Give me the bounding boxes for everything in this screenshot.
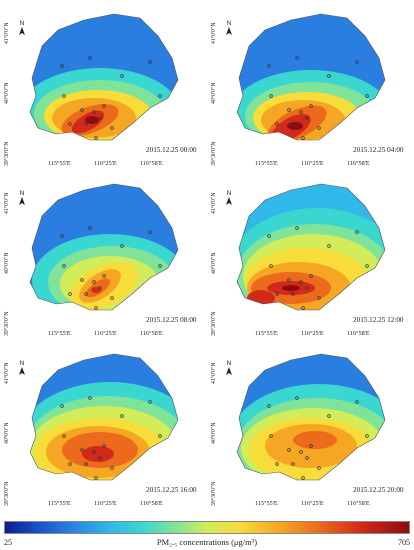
lon-label-2: 116°25'E — [301, 160, 324, 167]
lon-label-1: 115°55'E — [255, 330, 278, 337]
lat-label-bottom: 39°30'0"N — [4, 311, 10, 336]
beijing-pm25-map — [29, 13, 179, 141]
map-panel-0800: N 41°0'0"N 40°0'0"N 39°30'0"N 115°55'E 1… — [0, 170, 207, 340]
timestamp: 2015.12.25 12:00 — [353, 316, 404, 324]
map-panel-2000: N 41°0'0"N 40°0'0"N 39°30'0"N 115°55'E 1… — [207, 340, 414, 510]
beijing-pm25-map — [29, 353, 179, 481]
lon-label-1: 115°55'E — [255, 500, 278, 507]
lon-label-2: 116°25'E — [301, 500, 324, 507]
north-arrow-icon: N — [17, 360, 27, 378]
lon-label-1: 115°55'E — [48, 330, 71, 337]
map-panel-1600: N 41°0'0"N 40°0'0"N 39°30'0"N 115°55'E 1… — [0, 340, 207, 510]
beijing-pm25-map — [236, 13, 386, 141]
beijing-pm25-map — [236, 353, 386, 481]
lon-label-1: 115°55'E — [255, 160, 278, 167]
color-scale-title: PM₂.₅ concentrations (μg/m³) — [156, 537, 258, 547]
color-scale-max: 705 — [398, 538, 410, 547]
north-arrow-icon: N — [224, 20, 234, 38]
north-arrow-icon: N — [17, 20, 27, 38]
lat-label-mid: 40°0'0"N — [4, 82, 10, 104]
lat-label-mid: 40°0'0"N — [211, 252, 217, 274]
north-arrow-icon: N — [224, 360, 234, 378]
beijing-pm25-map — [236, 183, 386, 311]
map-panel-1200: N 41°0'0"N 40°0'0"N 39°30'0"N 115°55'E 1… — [207, 170, 414, 340]
lat-label-bottom: 39°30'0"N — [4, 481, 10, 506]
north-arrow-icon: N — [224, 190, 234, 208]
timestamp: 2015.12.25 20:00 — [353, 486, 404, 494]
lat-label-top: 41°0'0"N — [4, 22, 10, 44]
lon-label-2: 116°25'E — [301, 330, 324, 337]
map-panel-0400: N 41°0'0"N 40°0'0"N 39°30'0"N 115°55'E 1… — [207, 0, 414, 170]
lat-label-bottom: 39°30'0"N — [211, 311, 217, 336]
lat-label-top: 41°0'0"N — [4, 362, 10, 384]
color-scale-min: 25 — [4, 538, 12, 547]
timestamp: 2015.12.25 16:00 — [146, 486, 197, 494]
lat-label-mid: 40°0'0"N — [4, 252, 10, 274]
map-panel-0000: N 41°0'0"N 40°0'0"N 39°30'0"N 115°55'E 1… — [0, 0, 207, 170]
lon-label-2: 116°25'E — [94, 500, 117, 507]
lon-label-3: 116°58'E — [347, 500, 370, 507]
lat-label-bottom: 39°30'0"N — [211, 141, 217, 166]
lon-label-2: 116°25'E — [94, 330, 117, 337]
lat-label-top: 41°0'0"N — [4, 192, 10, 214]
color-scale-bar — [4, 521, 410, 534]
lon-label-2: 116°25'E — [94, 160, 117, 167]
lat-label-top: 41°0'0"N — [211, 22, 217, 44]
lat-label-top: 41°0'0"N — [211, 362, 217, 384]
lat-label-mid: 40°0'0"N — [211, 422, 217, 444]
color-legend: 25 PM₂.₅ concentrations (μg/m³) 705 — [0, 512, 414, 550]
lon-label-1: 115°55'E — [48, 500, 71, 507]
lon-label-3: 116°58'E — [140, 500, 163, 507]
lon-label-1: 115°55'E — [48, 160, 71, 167]
north-arrow-icon: N — [17, 190, 27, 208]
lon-label-3: 116°58'E — [347, 160, 370, 167]
lat-label-mid: 40°0'0"N — [211, 82, 217, 104]
timestamp: 2015.12.25 08:00 — [146, 316, 197, 324]
lat-label-top: 41°0'0"N — [211, 192, 217, 214]
lat-label-bottom: 39°30'0"N — [4, 141, 10, 166]
lon-label-3: 116°58'E — [347, 330, 370, 337]
timestamp: 2015.12.25 04:00 — [353, 146, 404, 154]
lon-label-3: 116°58'E — [140, 330, 163, 337]
timestamp: 2015.12.25 00:00 — [146, 146, 197, 154]
lat-label-bottom: 39°30'0"N — [211, 481, 217, 506]
lon-label-3: 116°58'E — [140, 160, 163, 167]
beijing-pm25-map — [29, 183, 179, 311]
lat-label-mid: 40°0'0"N — [4, 422, 10, 444]
